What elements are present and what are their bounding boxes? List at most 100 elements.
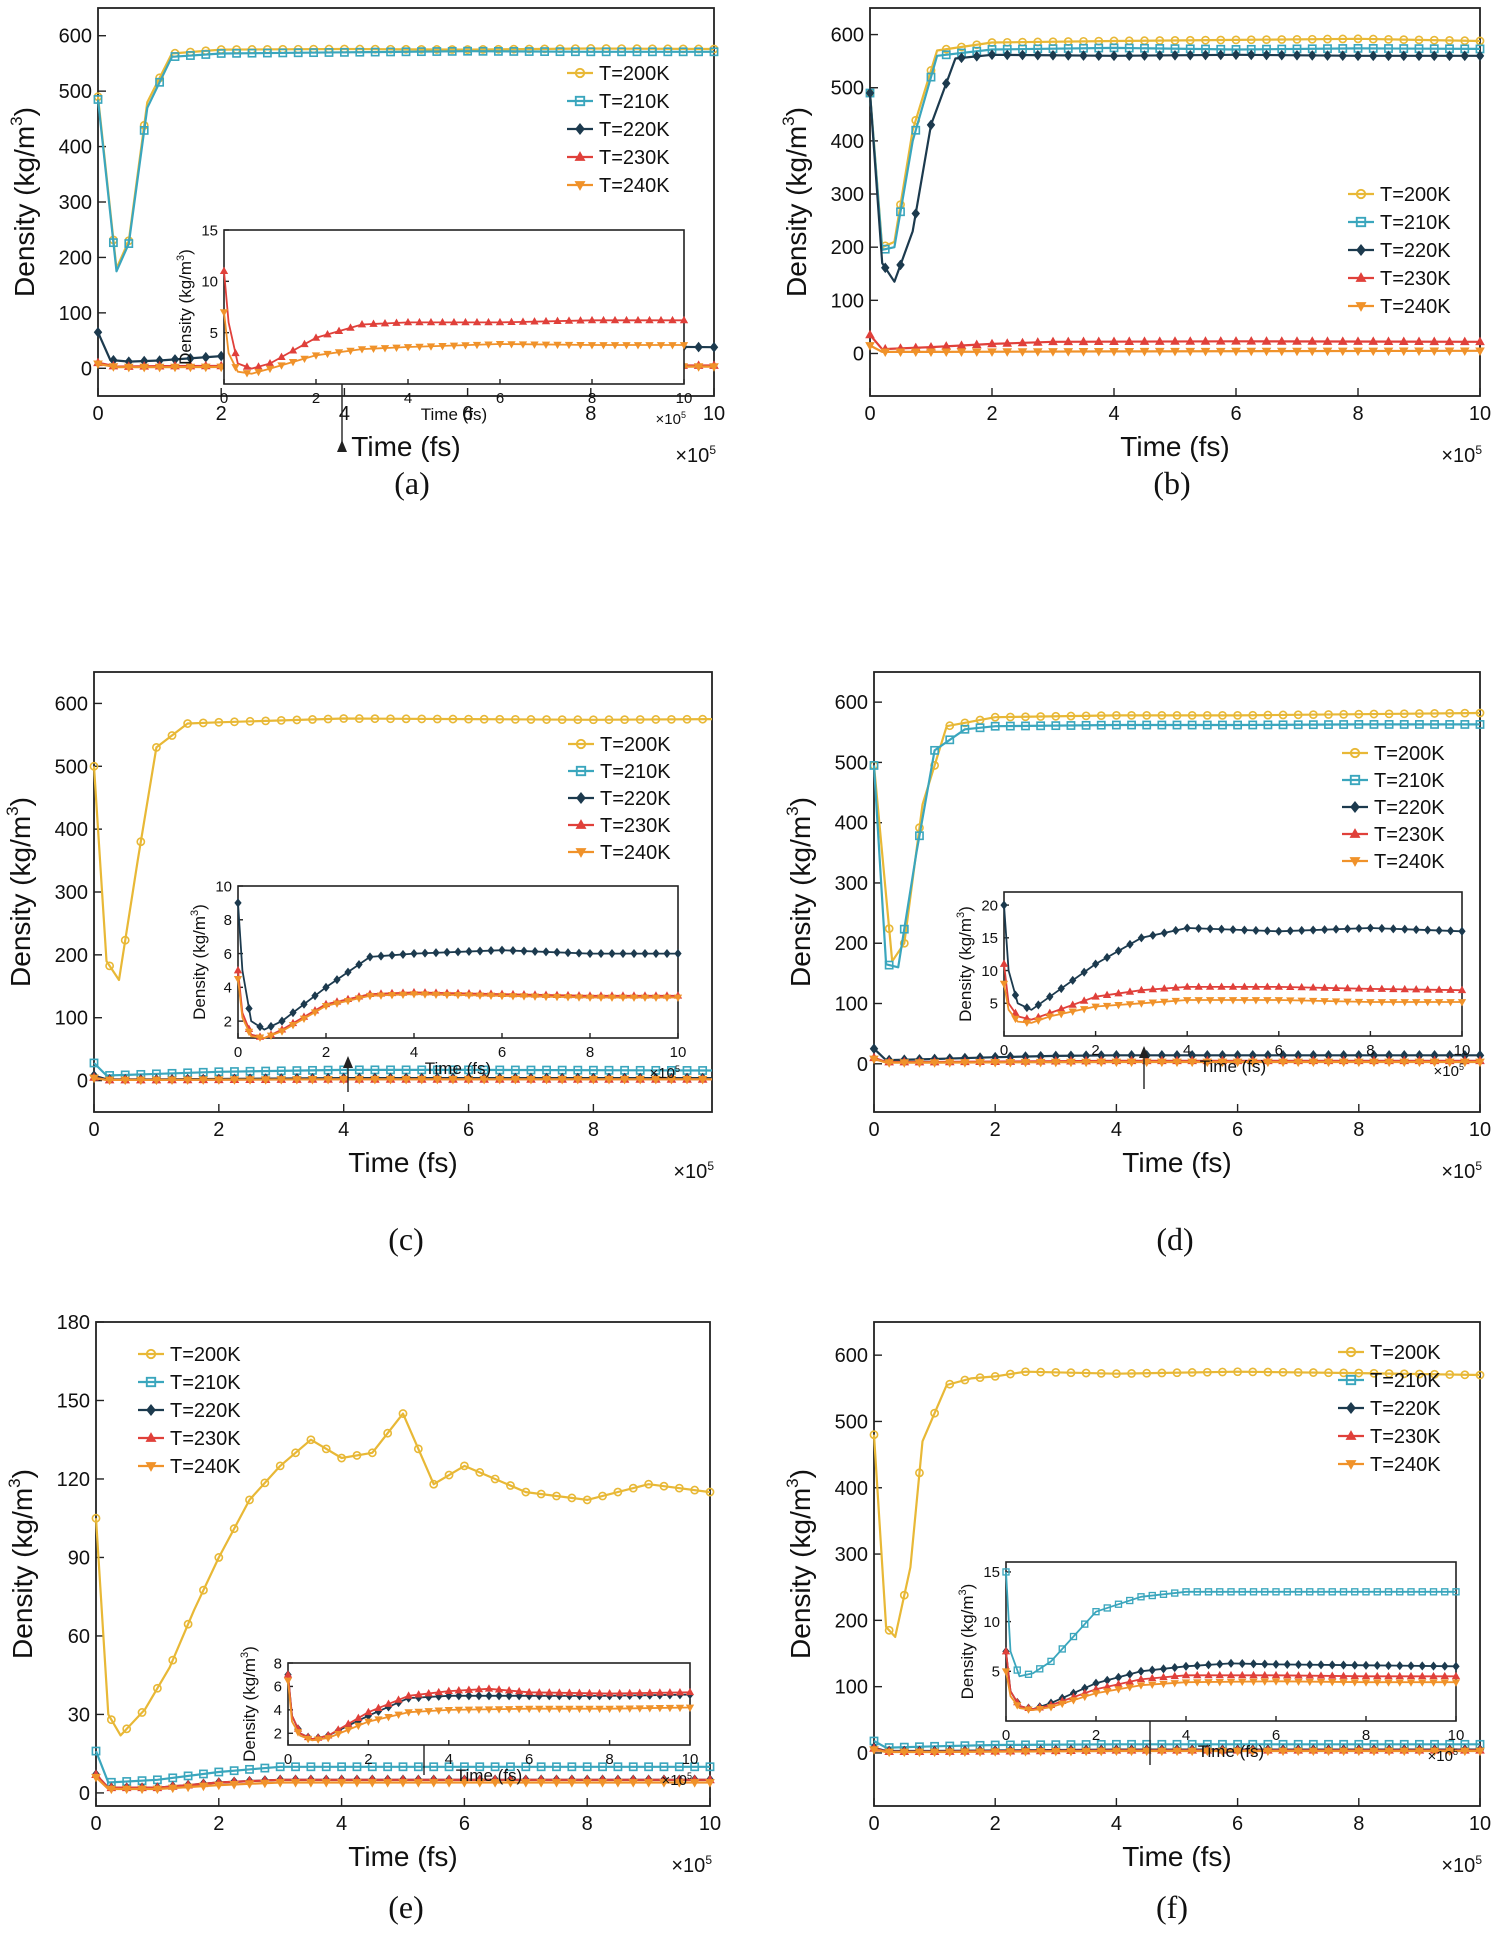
data-point [1339,1679,1348,1687]
data-point [1297,997,1306,1005]
data-point [1384,1671,1393,1680]
data-point [214,1076,224,1085]
data-point [1157,1747,1167,1757]
data-point [545,1705,554,1714]
data-point [386,47,396,57]
data-point [1057,983,1065,994]
data-point [185,363,196,373]
data-point [1294,1678,1303,1686]
data-point [509,47,519,56]
legend-marker [574,181,586,191]
data-point [365,992,375,1001]
data-point [370,714,380,724]
legend-marker [575,848,587,858]
panel-b-ytick-label: 300 [831,184,864,206]
legend-item: T=210K [138,1372,241,1394]
data-point [941,50,951,60]
data-point [1193,1588,1201,1596]
data-point [1020,1748,1031,1757]
data-point [1440,1679,1449,1687]
data-point [1460,1747,1470,1757]
data-point [1232,1058,1243,1068]
data-point [339,47,349,57]
data-point [307,1076,318,1085]
data-point [645,1688,654,1696]
data-point [689,1779,700,1788]
data-point [1362,1660,1370,1670]
data-point [869,761,879,770]
panel-a-xtick-label: 2 [216,403,227,425]
legend-marker [146,1403,156,1417]
inset-xlabel: Time (fs) [421,405,487,424]
data-point [1137,985,1146,994]
data-point [1206,924,1214,934]
data-point [1339,1368,1349,1378]
data-point [121,1785,132,1795]
legend-label: T=210K [600,761,671,783]
data-point [1233,710,1243,720]
data-point [1383,336,1394,345]
data-point [1283,1670,1292,1679]
data-point [334,1730,343,1739]
data-point [1183,997,1192,1005]
legend-label: T=220K [170,1400,241,1422]
data-point [495,341,505,349]
data-point [444,1762,454,1772]
data-point [1328,1671,1337,1679]
legend-marker [1349,747,1361,759]
data-point [1103,1604,1111,1612]
data-point [1361,1679,1371,1687]
inset-xtick-label: 4 [445,1751,453,1768]
data-point [1142,720,1152,730]
data-point [1278,1367,1288,1377]
data-point [575,1705,584,1714]
data-point [311,352,321,360]
legend-label: T=240K [599,175,670,197]
legend-item: T=220K [138,1400,241,1422]
data-point [1096,711,1106,721]
data-point [1445,720,1455,729]
data-point [1058,1700,1067,1709]
data-point [1323,50,1332,61]
data-point [518,341,528,349]
data-point [652,949,660,959]
data-point [1155,50,1164,61]
data-point [1103,952,1111,963]
data-point [565,1688,574,1696]
data-point [1373,1671,1382,1680]
data-point [567,1493,577,1503]
data-point [247,48,257,58]
panel-c-series-200k [89,714,713,982]
data-point [1081,711,1091,721]
data-point [628,1762,638,1772]
data-point [323,714,333,724]
data-point [1032,337,1043,346]
panel-c-xlabel: Time (fs) [348,1147,457,1178]
data-point [640,994,650,1002]
data-point [507,317,516,326]
data-point [1406,1671,1416,1680]
data-point [1424,925,1432,935]
data-point [1096,1058,1107,1068]
legend-item: T=220K [568,788,671,810]
legend-marker [575,819,587,829]
data-point [229,1781,239,1790]
data-point [865,87,875,99]
data-point [1441,1661,1449,1671]
data-point [1024,1670,1033,1678]
data-point [899,938,909,948]
legend-item: T=240K [1348,296,1451,318]
data-point [1278,1058,1288,1068]
data-point [1111,1747,1122,1757]
data-point [337,1453,347,1463]
data-point [214,1767,224,1777]
inset-xtick-label: 8 [605,1751,613,1768]
inset-frame [1003,891,1463,1037]
data-point [926,119,936,131]
data-point [409,991,419,999]
data-point [454,1686,464,1694]
data-point [1423,999,1432,1007]
panel-b-x-multiplier: ×105 [1441,443,1482,467]
data-point [1001,1668,1011,1676]
data-point [357,346,367,354]
